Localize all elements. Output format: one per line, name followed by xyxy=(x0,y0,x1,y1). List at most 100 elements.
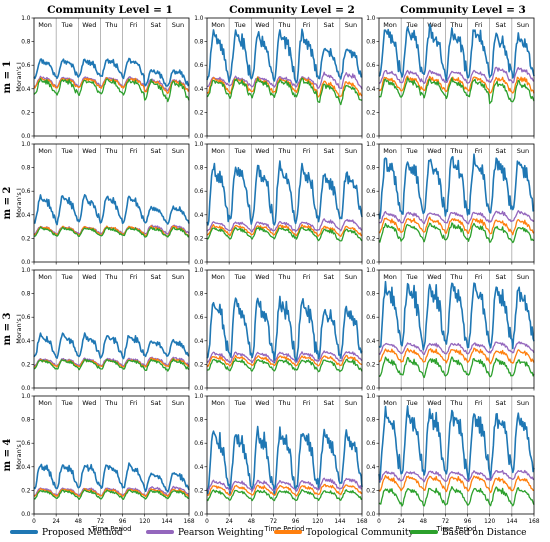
day-label-wed: Wed xyxy=(255,21,269,29)
plot-frame xyxy=(206,17,363,137)
panel-m4-level3: Mon Tue Wed Thu Fri Sat Sun 0.0 0.2 0.4 0.6 0.8 1.0 0… xyxy=(366,394,540,533)
day-label-sun: Sun xyxy=(172,273,184,281)
y-tick-label: 0.6 xyxy=(21,441,31,447)
y-tick-label: 0.0 xyxy=(194,134,204,140)
day-label-fri: Fri xyxy=(475,399,483,407)
row-title-4: m = 4 xyxy=(2,439,13,472)
day-label-wed: Wed xyxy=(82,21,96,29)
day-label-fri: Fri xyxy=(303,399,311,407)
day-label-mon: Mon xyxy=(38,399,52,407)
day-label-thu: Thu xyxy=(277,21,290,29)
day-label-wed: Wed xyxy=(427,273,441,281)
day-label-sun: Sun xyxy=(172,147,184,155)
y-tick-label: 0.8 xyxy=(366,40,376,46)
col-title-3: Community Level = 3 xyxy=(400,4,526,16)
day-label-tue: Tue xyxy=(61,273,73,281)
y-axis-label: Moran's I xyxy=(15,188,23,218)
day-label-wed: Wed xyxy=(255,273,269,281)
x-axis-label: Time Period xyxy=(436,525,477,533)
day-label-sat: Sat xyxy=(495,399,506,407)
series-line-topological-community xyxy=(378,75,535,94)
series-line-proposed-method xyxy=(33,194,190,226)
series-line-proposed-method xyxy=(33,332,190,360)
day-label-sun: Sun xyxy=(517,273,529,281)
panel-m1-level3: Mon Tue Wed Thu Fri Sat Sun 0.0 0.2 0.4 0.6 0.8 1.0 xyxy=(366,16,535,140)
day-label-mon: Mon xyxy=(211,273,225,281)
series-line-topological-community xyxy=(206,354,363,368)
day-label-sat: Sat xyxy=(495,147,506,155)
y-tick-label: 1.0 xyxy=(366,268,376,274)
x-tick-label: 24 xyxy=(52,519,60,525)
day-label-sat: Sat xyxy=(323,399,334,407)
day-label-sun: Sun xyxy=(345,21,357,29)
y-tick-label: 0.4 xyxy=(194,87,204,93)
day-label-tue: Tue xyxy=(406,21,418,29)
y-tick-label: 0.8 xyxy=(21,292,31,298)
y-axis-label: Moran's I xyxy=(15,314,23,344)
y-tick-label: 0.4 xyxy=(366,213,376,219)
y-tick-label: 0.2 xyxy=(366,488,376,494)
day-label-sat: Sat xyxy=(495,273,506,281)
series-line-based-on-distance xyxy=(378,356,535,379)
x-tick-label: 168 xyxy=(528,519,539,525)
day-label-fri: Fri xyxy=(303,147,311,155)
legend-label: Based on Distance xyxy=(442,528,526,538)
series-line-based-on-distance xyxy=(206,77,363,106)
day-label-sat: Sat xyxy=(150,147,161,155)
y-tick-label: 0.8 xyxy=(194,418,204,424)
day-label-sun: Sun xyxy=(172,399,184,407)
y-tick-label: 0.0 xyxy=(194,512,204,518)
y-tick-label: 0.2 xyxy=(366,236,376,242)
day-label-thu: Thu xyxy=(277,273,290,281)
panel-m1-level2: Mon Tue Wed Thu Fri Sat Sun 0.0 0.2 0.4 0.6 0.8 1.0 xyxy=(194,16,363,140)
day-label-sat: Sat xyxy=(323,21,334,29)
day-label-sun: Sun xyxy=(345,399,357,407)
series-line-based-on-distance xyxy=(378,222,535,244)
series-line-based-on-distance xyxy=(206,226,363,242)
series-line-pearson-weighting xyxy=(33,485,190,497)
series-line-based-on-distance xyxy=(207,358,363,373)
series-line-pearson-weighting xyxy=(378,341,535,356)
y-tick-label: 0.8 xyxy=(194,40,204,46)
series-line-pearson-weighting xyxy=(206,218,363,233)
y-tick-label: 0.4 xyxy=(366,339,376,345)
series-line-proposed-method xyxy=(378,280,535,351)
y-tick-label: 0.8 xyxy=(366,418,376,424)
day-label-tue: Tue xyxy=(61,21,73,29)
series-line-topological-community xyxy=(33,357,190,368)
y-tick-label: 0.0 xyxy=(366,512,376,518)
panel-m3-level1: Moran's I Mon Tue Wed Thu Fri Sat Sun 0.0 0.2 0.4 0… xyxy=(15,268,190,392)
y-axis-label: Moran's I xyxy=(15,440,23,470)
y-tick-label: 1.0 xyxy=(194,394,204,400)
day-label-wed: Wed xyxy=(82,399,96,407)
day-label-tue: Tue xyxy=(406,147,418,155)
y-tick-label: 1.0 xyxy=(21,394,31,400)
day-label-mon: Mon xyxy=(211,147,225,155)
series-line-proposed-method xyxy=(378,153,535,220)
x-tick-label: 48 xyxy=(248,519,256,525)
y-tick-label: 1.0 xyxy=(194,142,204,148)
day-label-fri: Fri xyxy=(303,273,311,281)
series-line-proposed-method xyxy=(206,295,363,364)
x-tick-label: 72 xyxy=(442,519,450,525)
day-label-sat: Sat xyxy=(150,399,161,407)
series-line-pearson-weighting xyxy=(206,477,363,492)
day-label-fri: Fri xyxy=(130,273,138,281)
y-tick-label: 0.6 xyxy=(194,315,204,321)
series-line-based-on-distance xyxy=(378,486,535,507)
day-label-fri: Fri xyxy=(303,21,311,29)
y-tick-label: 0.0 xyxy=(366,260,376,266)
day-label-sat: Sat xyxy=(150,21,161,29)
legend-label: Proposed Method xyxy=(42,528,123,538)
series-line-proposed-method xyxy=(206,160,363,226)
x-tick-label: 72 xyxy=(97,519,105,525)
day-label-wed: Wed xyxy=(255,399,269,407)
plot-frame xyxy=(33,395,190,515)
day-label-thu: Thu xyxy=(449,273,462,281)
day-label-thu: Thu xyxy=(277,147,290,155)
col-title-1: Community Level = 1 xyxy=(47,4,173,16)
y-tick-label: 0.8 xyxy=(194,292,204,298)
day-label-fri: Fri xyxy=(475,147,483,155)
y-tick-label: 0.0 xyxy=(366,134,376,140)
y-tick-label: 0.2 xyxy=(21,362,31,368)
